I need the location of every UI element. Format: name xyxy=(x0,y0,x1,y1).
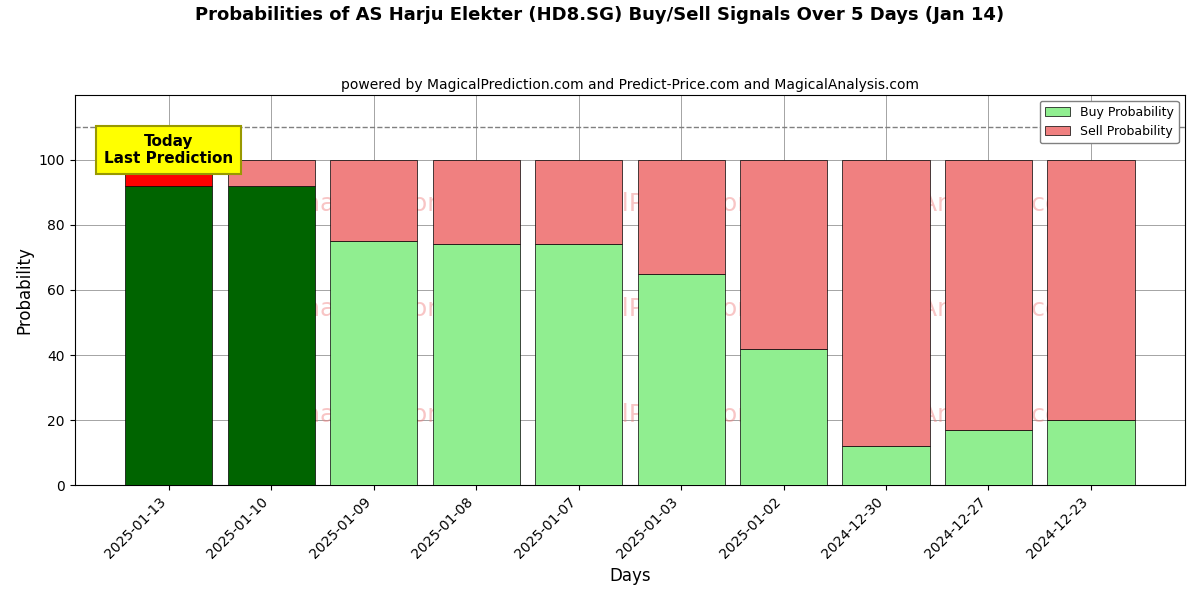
Bar xyxy=(1048,420,1134,485)
Bar xyxy=(330,160,418,241)
Bar xyxy=(637,274,725,485)
Text: calAnalysis.com: calAnalysis.com xyxy=(252,298,452,322)
Bar xyxy=(330,241,418,485)
Text: calAnalysis.com: calAnalysis.com xyxy=(252,403,452,427)
Text: MagicalPrediction.com: MagicalPrediction.com xyxy=(534,403,815,427)
Bar xyxy=(637,160,725,274)
Bar xyxy=(944,160,1032,430)
Bar xyxy=(740,160,827,349)
Text: Today
Last Prediction: Today Last Prediction xyxy=(104,134,233,166)
Text: Probabilities of AS Harju Elekter (HD8.SG) Buy/Sell Signals Over 5 Days (Jan 14): Probabilities of AS Harju Elekter (HD8.S… xyxy=(196,6,1004,24)
Bar xyxy=(228,160,314,186)
Bar xyxy=(1048,160,1134,420)
Text: calAnalysis.com: calAnalysis.com xyxy=(884,298,1086,322)
Text: MagicalPrediction.com: MagicalPrediction.com xyxy=(534,192,815,216)
Text: calAnalysis.com: calAnalysis.com xyxy=(884,192,1086,216)
Bar xyxy=(535,244,622,485)
Y-axis label: Probability: Probability xyxy=(16,246,34,334)
Bar xyxy=(740,349,827,485)
Bar xyxy=(535,160,622,244)
Text: MagicalPrediction.com: MagicalPrediction.com xyxy=(534,298,815,322)
Bar xyxy=(432,244,520,485)
Text: calAnalysis.com: calAnalysis.com xyxy=(252,192,452,216)
Bar xyxy=(842,160,930,446)
Text: calAnalysis.com: calAnalysis.com xyxy=(884,403,1086,427)
Bar xyxy=(125,186,212,485)
Bar xyxy=(842,446,930,485)
Bar xyxy=(125,160,212,186)
Legend: Buy Probability, Sell Probability: Buy Probability, Sell Probability xyxy=(1040,101,1178,143)
Bar xyxy=(228,186,314,485)
Title: powered by MagicalPrediction.com and Predict-Price.com and MagicalAnalysis.com: powered by MagicalPrediction.com and Pre… xyxy=(341,78,919,92)
Bar xyxy=(432,160,520,244)
Bar xyxy=(944,430,1032,485)
X-axis label: Days: Days xyxy=(610,567,650,585)
